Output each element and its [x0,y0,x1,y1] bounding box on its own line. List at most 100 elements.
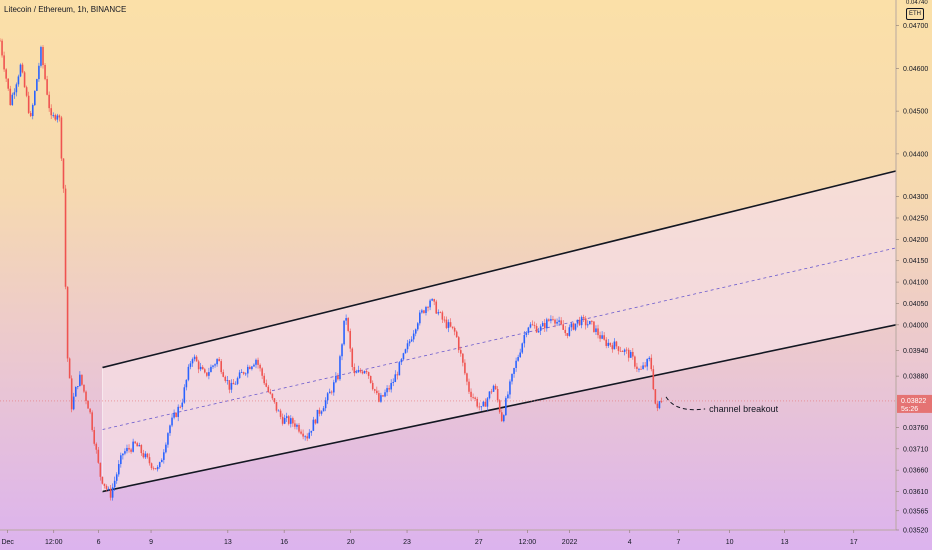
candle-body [312,419,315,431]
time-axis[interactable]: Dec 12:00 6 9 13 16 20 23 27 12:00 2022 4 7 10 13 17 [0,529,896,546]
candle-body [369,375,372,383]
candle-body [218,359,220,362]
candle-body [230,382,233,390]
candle-body [62,158,65,189]
candle-body [292,418,294,424]
candle-body [482,401,485,407]
candle-body [97,449,100,463]
candle-body [177,406,179,417]
candle-body [128,447,130,450]
candle-body [29,112,32,117]
candle-body [390,382,392,390]
candle-body [322,408,325,412]
candle-body [396,374,399,376]
candle-body [206,372,208,376]
candle-body [570,323,573,328]
candle-body [83,384,85,392]
candle-body [120,455,122,465]
candle-body [425,306,427,313]
candle-body [460,350,462,354]
candle-body [185,379,188,388]
candle-body [351,348,354,368]
candle-body [269,391,272,394]
candle-body [503,415,505,422]
candle-body [335,376,337,383]
candle-body [160,459,163,463]
candle-body [376,390,378,394]
currency-badge[interactable]: ETH [906,8,924,20]
candle-body [449,322,452,327]
candle-body [574,323,577,330]
candle-body [111,487,114,498]
candle-body [388,388,390,390]
candle-body [236,378,239,384]
candle-body [478,406,481,408]
channel-fill [102,170,896,492]
candle-body [93,430,96,444]
y-tick-label: 0.04050 [903,301,928,308]
price-channel[interactable] [0,170,897,493]
candle-body [101,476,104,484]
candle-body [261,368,263,376]
y-tick-label: 0.04600 [903,66,928,73]
candle-body [593,321,595,332]
candle-body [132,441,134,452]
candle-body [306,436,308,439]
candle-body [287,416,290,424]
candle-body [290,418,292,424]
candle-body [70,378,73,410]
candle-body [472,396,474,398]
candle-body [367,372,370,376]
candle-body [44,65,46,80]
candle-body [169,425,171,434]
candle-body [195,356,198,362]
candle-body [357,370,360,373]
candle-body [562,324,564,330]
x-tick-label: 12:00 [519,539,537,546]
candle-body [365,371,368,373]
candle-body [52,115,55,116]
candle-body [105,485,108,489]
candle-body [443,319,446,321]
candle-body [204,369,206,373]
candle-body [509,381,511,395]
candle-body [349,330,352,349]
channel-midline[interactable] [102,247,897,430]
candle-body [228,380,231,390]
y-tick-label: 0.03520 [903,528,928,535]
candle-body [406,343,409,350]
candle-body [275,402,278,411]
candle-body [638,368,640,370]
candle-body [382,395,384,397]
candle-body [556,321,558,324]
candle-body [437,312,440,314]
candle-body [474,397,476,399]
candle-body [521,343,524,353]
candle-body [144,453,147,458]
candle-body [31,105,34,117]
candle-body [652,369,655,390]
candle-body [150,463,153,469]
candle-body [283,418,286,424]
channel-upper-line[interactable] [102,170,897,369]
candle-body [337,376,339,380]
candle-body [130,449,132,452]
candle-body [529,324,532,328]
candle-body [603,335,605,340]
candle-body [582,317,585,319]
candle-body [117,464,120,475]
candle-body [427,306,429,308]
candle-body [535,326,538,333]
candle-body [42,47,44,66]
candles [0,38,663,501]
candle-body [451,326,454,328]
candle-body [611,345,614,350]
top-tick-label: 0.04740 [906,0,928,6]
candle-body [619,350,622,352]
price-axis[interactable]: 0.04700 0.04600 0.04500 0.04400 0.04300 0.042… [895,0,928,535]
x-tick-label: 2022 [562,539,578,546]
candle-body [58,115,61,118]
candle-body [386,388,388,393]
candle-body [421,310,423,313]
